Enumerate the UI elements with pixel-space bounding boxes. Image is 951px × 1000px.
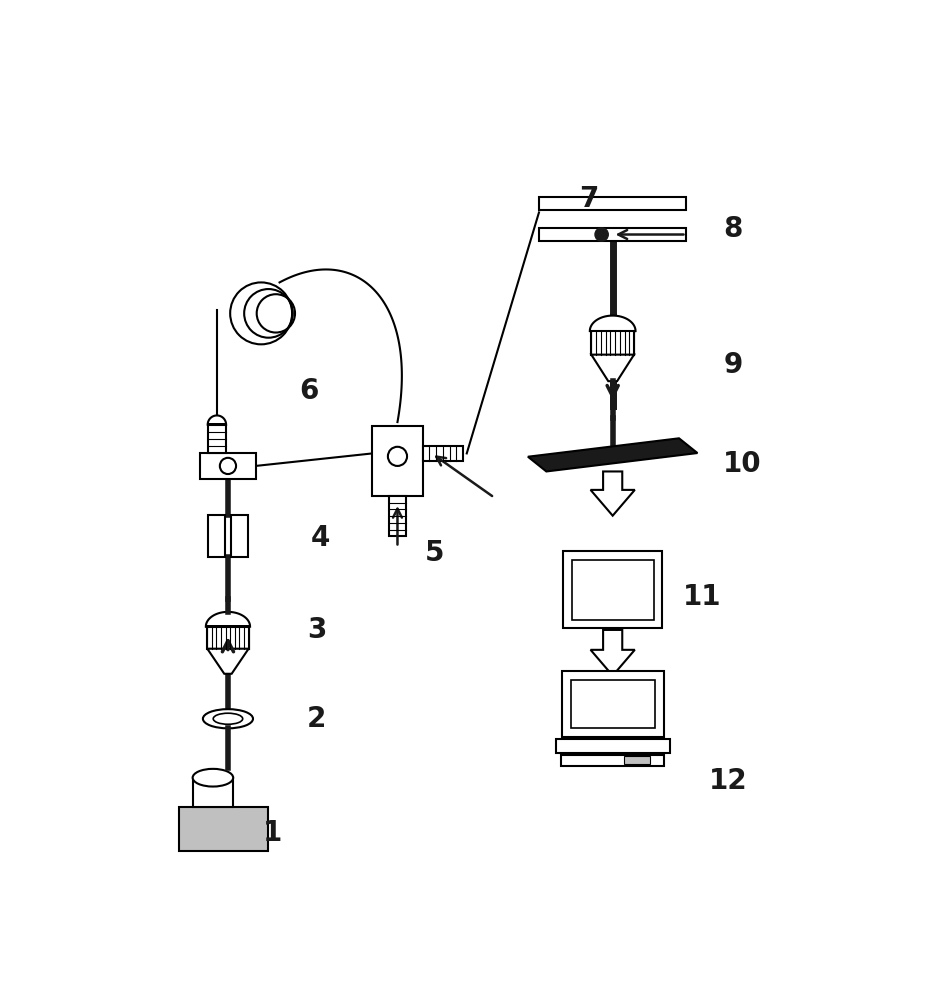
Bar: [373, 426, 422, 496]
Bar: [561, 755, 664, 766]
Bar: [592, 331, 634, 355]
Text: 8: 8: [723, 215, 743, 243]
Text: 6: 6: [300, 377, 319, 405]
Text: 11: 11: [683, 583, 721, 611]
Text: 12: 12: [708, 767, 747, 795]
Bar: [555, 739, 670, 753]
Bar: [230, 515, 248, 557]
Text: 4: 4: [310, 524, 330, 552]
Bar: [207, 425, 226, 453]
Polygon shape: [592, 355, 634, 381]
Bar: [572, 560, 653, 620]
Circle shape: [388, 447, 407, 466]
Text: 10: 10: [723, 450, 762, 478]
Bar: [539, 228, 687, 241]
Polygon shape: [207, 415, 226, 425]
Bar: [563, 551, 663, 628]
Bar: [539, 197, 687, 210]
Polygon shape: [207, 649, 248, 674]
Bar: [180, 807, 268, 851]
Bar: [562, 671, 664, 737]
Text: 9: 9: [723, 351, 743, 379]
Polygon shape: [591, 630, 635, 676]
Polygon shape: [590, 316, 635, 331]
Text: 3: 3: [307, 616, 326, 644]
Bar: [207, 515, 225, 557]
Bar: [624, 756, 650, 764]
Circle shape: [220, 458, 236, 474]
Polygon shape: [528, 438, 697, 471]
Bar: [389, 496, 405, 536]
Text: 1: 1: [262, 819, 281, 847]
Bar: [201, 453, 256, 479]
Circle shape: [595, 228, 609, 241]
Text: 5: 5: [425, 539, 444, 567]
Bar: [422, 446, 463, 461]
Ellipse shape: [203, 709, 253, 728]
Ellipse shape: [193, 769, 233, 787]
Text: 7: 7: [579, 185, 599, 213]
Text: 2: 2: [307, 705, 326, 733]
Polygon shape: [591, 471, 635, 516]
Polygon shape: [205, 612, 250, 627]
Bar: [207, 627, 248, 649]
Bar: [571, 680, 654, 728]
Bar: [193, 778, 233, 807]
